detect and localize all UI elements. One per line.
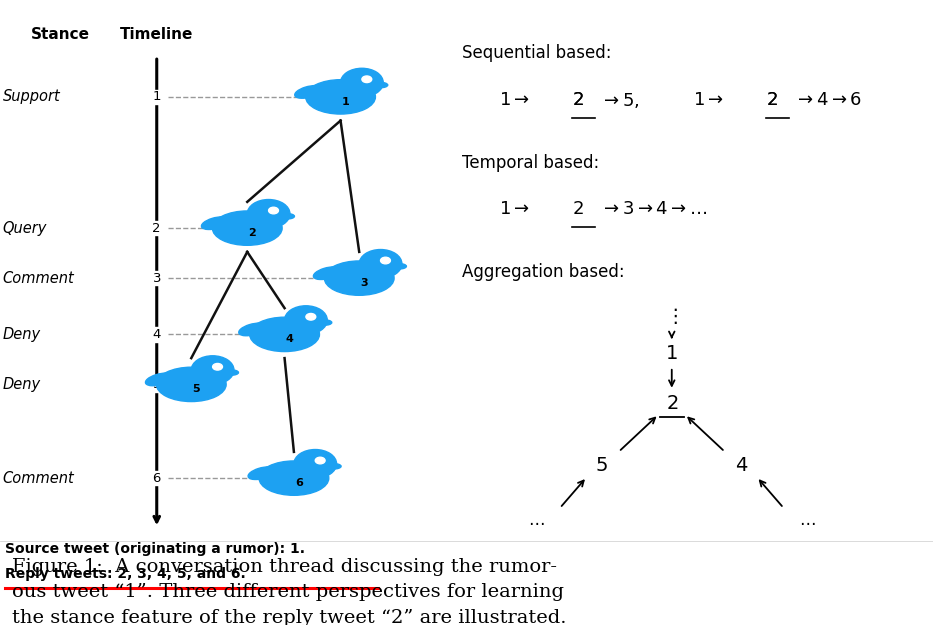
Circle shape (213, 364, 222, 370)
Ellipse shape (259, 461, 328, 495)
Ellipse shape (270, 468, 314, 482)
Text: $\rightarrow 5,$: $\rightarrow 5,$ (600, 91, 639, 109)
Text: 3: 3 (152, 272, 161, 284)
Text: Query: Query (3, 221, 48, 236)
Text: Timeline: Timeline (120, 27, 193, 42)
Text: Deny: Deny (3, 327, 41, 342)
Ellipse shape (295, 86, 322, 98)
Text: Deny: Deny (3, 377, 41, 392)
Text: 3: 3 (360, 278, 368, 288)
Text: 6: 6 (295, 478, 303, 488)
Text: $\cdots$: $\cdots$ (528, 513, 545, 531)
Text: 1: 1 (152, 91, 161, 103)
Text: $2$: $2$ (572, 201, 584, 218)
Text: Source tweet (originating a rumor): 1.: Source tweet (originating a rumor): 1. (5, 542, 305, 556)
Text: 2: 2 (248, 228, 256, 238)
Ellipse shape (157, 367, 226, 401)
Circle shape (341, 68, 383, 97)
Text: Aggregation based:: Aggregation based: (462, 263, 624, 281)
Text: $4$: $4$ (735, 456, 748, 475)
Circle shape (315, 458, 325, 464)
Ellipse shape (146, 373, 173, 386)
Text: 1: 1 (341, 97, 349, 107)
Text: $2$: $2$ (766, 91, 778, 109)
Circle shape (294, 449, 337, 478)
Ellipse shape (372, 82, 388, 88)
Text: Reply tweets: 2, 3, 4, 5, and 6.: Reply tweets: 2, 3, 4, 5, and 6. (5, 567, 245, 581)
Circle shape (269, 208, 278, 214)
Ellipse shape (167, 374, 212, 389)
Text: Comment: Comment (3, 471, 75, 486)
Text: 5: 5 (192, 384, 200, 394)
Ellipse shape (223, 217, 268, 232)
Text: Comment: Comment (3, 271, 75, 286)
Circle shape (381, 258, 390, 264)
Text: 4: 4 (153, 328, 160, 341)
Ellipse shape (260, 324, 305, 339)
Text: 5: 5 (152, 378, 161, 391)
Text: Figure 1:  A conversation thread discussing the rumor-
ous tweet “1”. Three diff: Figure 1: A conversation thread discussi… (12, 558, 566, 625)
Text: $1 \rightarrow$: $1 \rightarrow$ (499, 201, 530, 218)
Text: $1 \rightarrow$: $1 \rightarrow$ (693, 91, 724, 109)
Text: $\vdots$: $\vdots$ (665, 306, 678, 326)
Text: 2: 2 (152, 222, 161, 234)
Ellipse shape (313, 267, 341, 279)
Text: Support: Support (3, 89, 61, 104)
Text: $\cdots$: $\cdots$ (799, 513, 815, 531)
Circle shape (247, 199, 290, 228)
Ellipse shape (325, 261, 394, 295)
Ellipse shape (248, 467, 275, 479)
Ellipse shape (213, 211, 282, 245)
Text: $1$: $1$ (665, 344, 678, 362)
Text: $2$: $2$ (665, 394, 678, 412)
Ellipse shape (326, 464, 341, 469)
Circle shape (285, 306, 327, 334)
Ellipse shape (223, 370, 239, 375)
Text: $\rightarrow 3 \rightarrow 4 \rightarrow \ldots$: $\rightarrow 3 \rightarrow 4 \rightarrow… (600, 201, 707, 218)
Ellipse shape (316, 320, 332, 325)
Text: $5$: $5$ (595, 456, 608, 475)
Ellipse shape (202, 217, 229, 229)
Ellipse shape (306, 79, 375, 114)
Text: $1 \rightarrow$: $1 \rightarrow$ (499, 91, 530, 109)
Ellipse shape (316, 86, 361, 101)
Circle shape (362, 76, 371, 82)
Ellipse shape (279, 214, 295, 219)
Ellipse shape (335, 268, 380, 282)
Text: $2$: $2$ (766, 91, 778, 109)
Text: $2$: $2$ (572, 91, 584, 109)
Text: Stance: Stance (31, 27, 91, 42)
Text: 4: 4 (285, 334, 294, 344)
Circle shape (306, 314, 315, 320)
Text: Sequential based:: Sequential based: (462, 44, 611, 62)
Ellipse shape (391, 264, 407, 269)
Ellipse shape (239, 323, 266, 336)
Circle shape (191, 356, 234, 384)
Text: 6: 6 (153, 472, 160, 484)
Text: Temporal based:: Temporal based: (462, 154, 599, 171)
Text: $\rightarrow 4 \rightarrow 6$: $\rightarrow 4 \rightarrow 6$ (794, 91, 862, 109)
Ellipse shape (250, 317, 319, 351)
Circle shape (359, 249, 402, 278)
Text: $2$: $2$ (572, 91, 584, 109)
